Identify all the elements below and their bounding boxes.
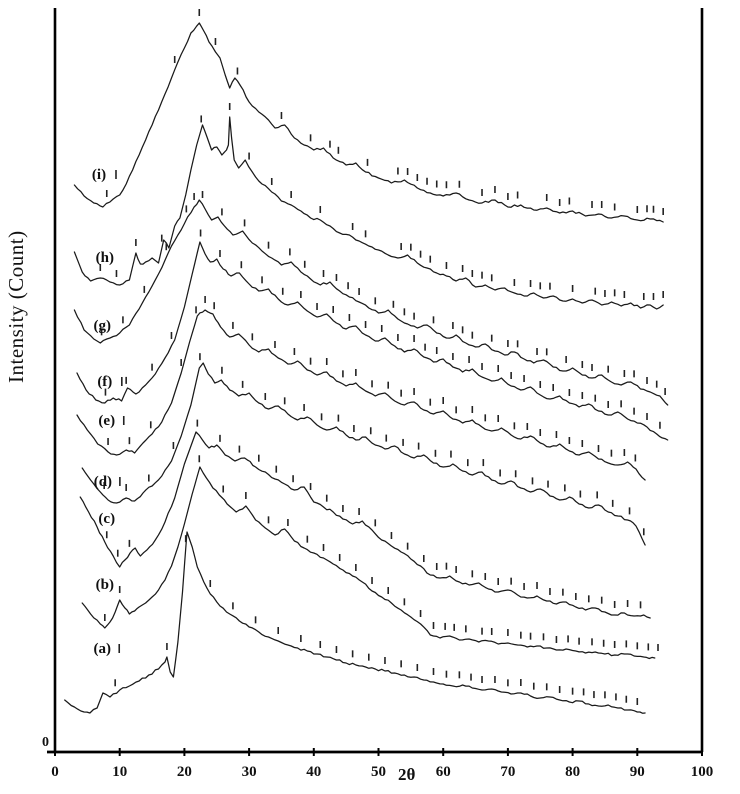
y-axis-zero-label: 0 — [42, 735, 49, 750]
curve-b — [81, 466, 656, 660]
curve-f — [76, 241, 669, 441]
x-axis-title: 2θ — [398, 765, 416, 784]
curve-label-d: (d) — [94, 474, 112, 490]
x-tick-label: 10 — [112, 764, 127, 780]
curve-d — [81, 362, 646, 546]
curve-label-g: (g) — [93, 318, 111, 334]
reflection-markers — [99, 9, 666, 705]
curve-e — [76, 309, 646, 481]
x-tick-label: 100 — [691, 764, 714, 780]
diffraction-curves — [64, 22, 669, 714]
x-tick-label: 80 — [565, 764, 580, 780]
x-tick-label: 20 — [177, 764, 192, 780]
curve-a — [64, 531, 646, 714]
x-tick-label: 70 — [500, 764, 515, 780]
axes — [47, 8, 704, 754]
x-tick-label: 30 — [242, 764, 257, 780]
curve-label-f: (f) — [97, 374, 112, 390]
x-tick-label: 60 — [436, 764, 451, 780]
x-tick-label: 90 — [630, 764, 645, 780]
curve-label-h: (h) — [96, 250, 114, 266]
y-axis-title: Intensity (Count) — [4, 230, 28, 383]
curve-label-a: (a) — [93, 641, 111, 657]
curve-h — [73, 116, 664, 310]
curve-label-e: (e) — [98, 413, 115, 429]
curve-label-c: (c) — [98, 511, 115, 527]
curve-labels: (a) (b) (c) (d) (e) (f) (g) (h) (i) — [92, 167, 125, 657]
curve-g — [73, 199, 669, 406]
curve-label-i: (i) — [92, 167, 106, 183]
x-tick-label: 0 — [51, 764, 59, 780]
curve-i — [73, 22, 664, 223]
x-tick-label: 50 — [371, 764, 386, 780]
curve-label-b: (b) — [96, 577, 114, 593]
x-tick-label: 40 — [306, 764, 321, 780]
curve-c — [79, 431, 651, 619]
x-axis-ticks: 0 10 20 30 40 50 60 70 80 90 100 — [51, 748, 713, 780]
